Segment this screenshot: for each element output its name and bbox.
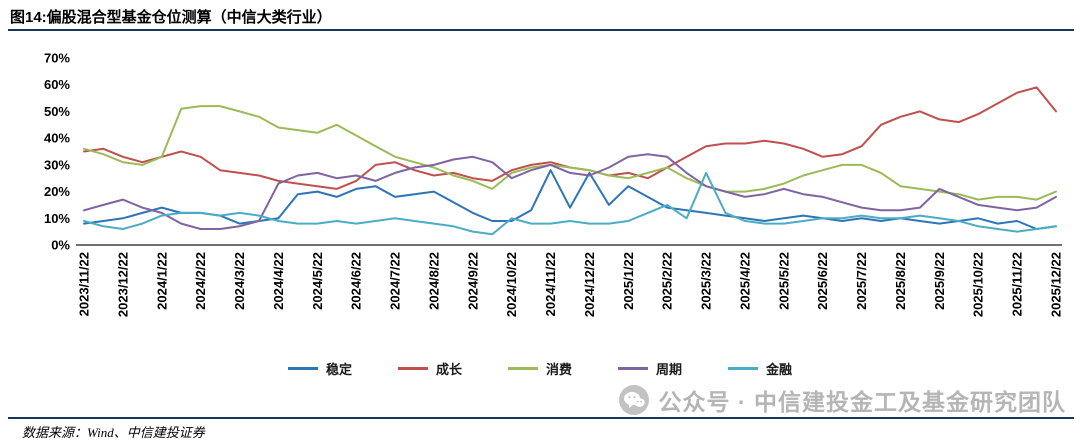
x-axis-tick-label: 2023/11/22 (77, 252, 92, 316)
x-axis-tick-label: 2025/4/22 (737, 252, 752, 310)
x-axis-tick-label: 2024/3/22 (232, 252, 247, 310)
legend-item-2: 消费 (507, 359, 572, 378)
legend-swatch-4 (728, 367, 759, 370)
x-axis-tick-label: 2025/7/22 (854, 252, 869, 310)
x-axis-tick-label: 2025/1/22 (621, 252, 636, 310)
x-axis-tick-label: 2024/5/22 (310, 252, 325, 310)
x-axis-tick-label: 2025/2/22 (660, 252, 675, 310)
y-axis-tick-label: 50% (44, 104, 70, 119)
x-axis-tick-label: 2024/10/22 (504, 252, 519, 317)
data-source: 数据来源：Wind、中信建投证券 (22, 425, 205, 440)
legend-item-1: 成长 (397, 359, 462, 378)
footer-divider (8, 417, 1074, 419)
watermark: 公众号 · 中信建投金工及基金研究团队 (618, 383, 1066, 417)
x-axis-tick-label: 2025/5/22 (776, 252, 791, 310)
watermark-text: 公众号 · 中信建投金工及基金研究团队 (658, 389, 1066, 415)
y-axis-tick-label: 0% (51, 238, 70, 253)
title-divider (8, 29, 1074, 31)
legend-swatch-3 (618, 367, 648, 370)
line-chart: 0% 10% 20% 30% 40% 50% 60% 70% 2023/11/22 2023/12… (44, 51, 1064, 318)
legend-label-2: 消费 (545, 362, 572, 377)
x-axis-tick-label: 2025/8/22 (893, 252, 908, 310)
x-axis-tick-label: 2025/11/22 (1010, 252, 1025, 316)
y-axis-tick-label: 30% (44, 157, 70, 172)
x-axis-tick-label: 2025/3/22 (699, 252, 714, 310)
x-axis-tick-label: 2025/12/22 (1049, 252, 1064, 317)
legend-item-3: 周期 (618, 359, 682, 378)
x-axis-tick-label: 2024/6/22 (349, 252, 364, 310)
legend-label-4: 金融 (766, 362, 793, 377)
x-axis-tick-label: 2024/2/22 (193, 252, 208, 310)
y-axis-tick-label: 60% (44, 77, 70, 92)
x-axis-tick-label: 2024/7/22 (388, 252, 403, 310)
x-axis-tick-label: 2025/9/22 (932, 252, 947, 310)
x-axis-tick-label: 2024/12/22 (582, 252, 597, 317)
x-axis-tick-label: 2024/11/22 (543, 252, 558, 316)
legend-label-3: 周期 (656, 362, 683, 377)
legend-swatch-1 (397, 367, 428, 370)
chart-legend: 稳定 成长 消费 周期 金融 (0, 359, 1080, 378)
x-axis-tick-label: 2024/9/22 (465, 252, 480, 310)
legend-item-0: 稳定 (287, 359, 352, 378)
x-axis-tick-label: 2024/1/22 (154, 252, 169, 310)
x-axis-tick-label: 2024/4/22 (271, 252, 286, 310)
series-line-2 (83, 105, 1057, 201)
legend-label-1: 成长 (435, 362, 462, 377)
x-axis-tick-label: 2025/6/22 (815, 252, 830, 310)
figure-title: 图14:偏股混合型基金仓位测算（中信大类行业） (10, 9, 332, 26)
legend-label-0: 稳定 (325, 362, 352, 377)
legend-swatch-2 (507, 367, 538, 370)
x-axis-tick-label: 2025/10/22 (971, 252, 986, 317)
legend-swatch-0 (287, 367, 318, 370)
legend-item-4: 金融 (728, 359, 792, 378)
series-line-3 (83, 153, 1057, 230)
wechat-icon (618, 385, 649, 415)
y-axis-tick-label: 40% (44, 131, 70, 146)
series-line-4 (83, 171, 1057, 236)
y-axis-tick-label: 70% (44, 51, 70, 66)
y-axis-tick-label: 10% (44, 211, 70, 226)
x-axis-tick-label: 2024/8/22 (426, 252, 441, 310)
x-axis-tick-label: 2023/12/22 (115, 252, 130, 317)
y-axis-tick-label: 20% (44, 184, 70, 199)
